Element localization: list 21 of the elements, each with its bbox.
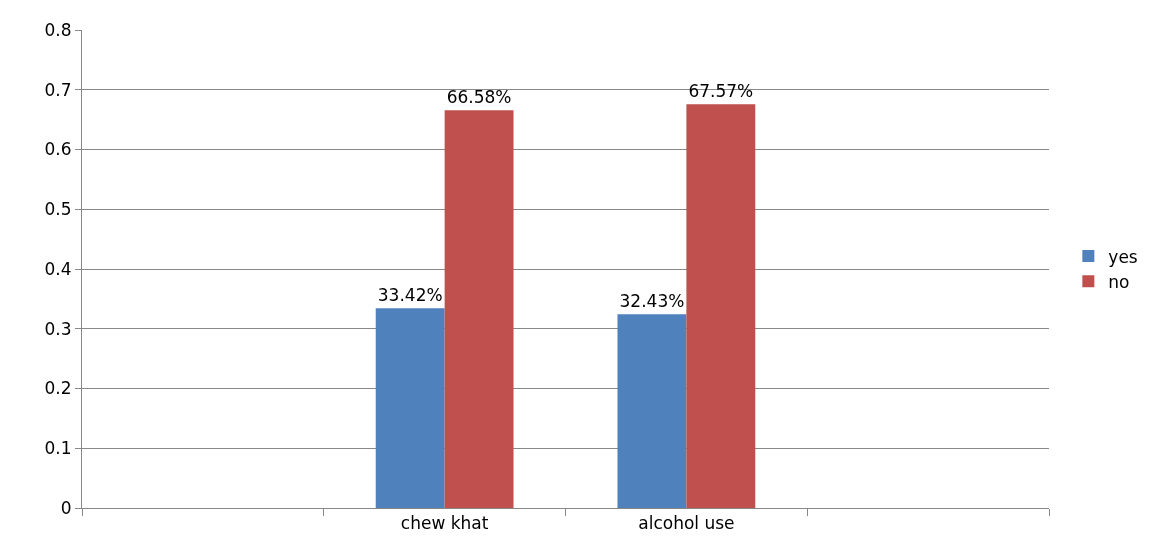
data-label: 67.57% (688, 81, 754, 102)
y-tick-label: 0.2 (44, 378, 72, 399)
y-tick-label: 0 (60, 497, 72, 518)
data-label: 33.42% (377, 285, 443, 306)
y-tick-label: 0.5 (44, 199, 72, 220)
legend-label: yes (1108, 246, 1138, 267)
x-tick-label: alcohol use (638, 513, 735, 534)
y-tick-label: 0.6 (44, 139, 72, 160)
bar (444, 110, 514, 508)
data-label: 32.43% (619, 291, 685, 312)
y-tick-label: 0.3 (44, 318, 72, 339)
legend-label: no (1108, 271, 1130, 292)
bar (375, 308, 445, 508)
y-tick-label: 0.8 (44, 19, 72, 40)
y-tick-label: 0.1 (44, 438, 72, 459)
bar (617, 314, 687, 508)
x-tick-label: chew khat (400, 513, 489, 534)
bar (686, 104, 756, 508)
data-label: 66.58% (446, 87, 512, 108)
y-tick-label: 0.4 (44, 258, 72, 279)
y-tick-label: 0.7 (44, 79, 72, 100)
